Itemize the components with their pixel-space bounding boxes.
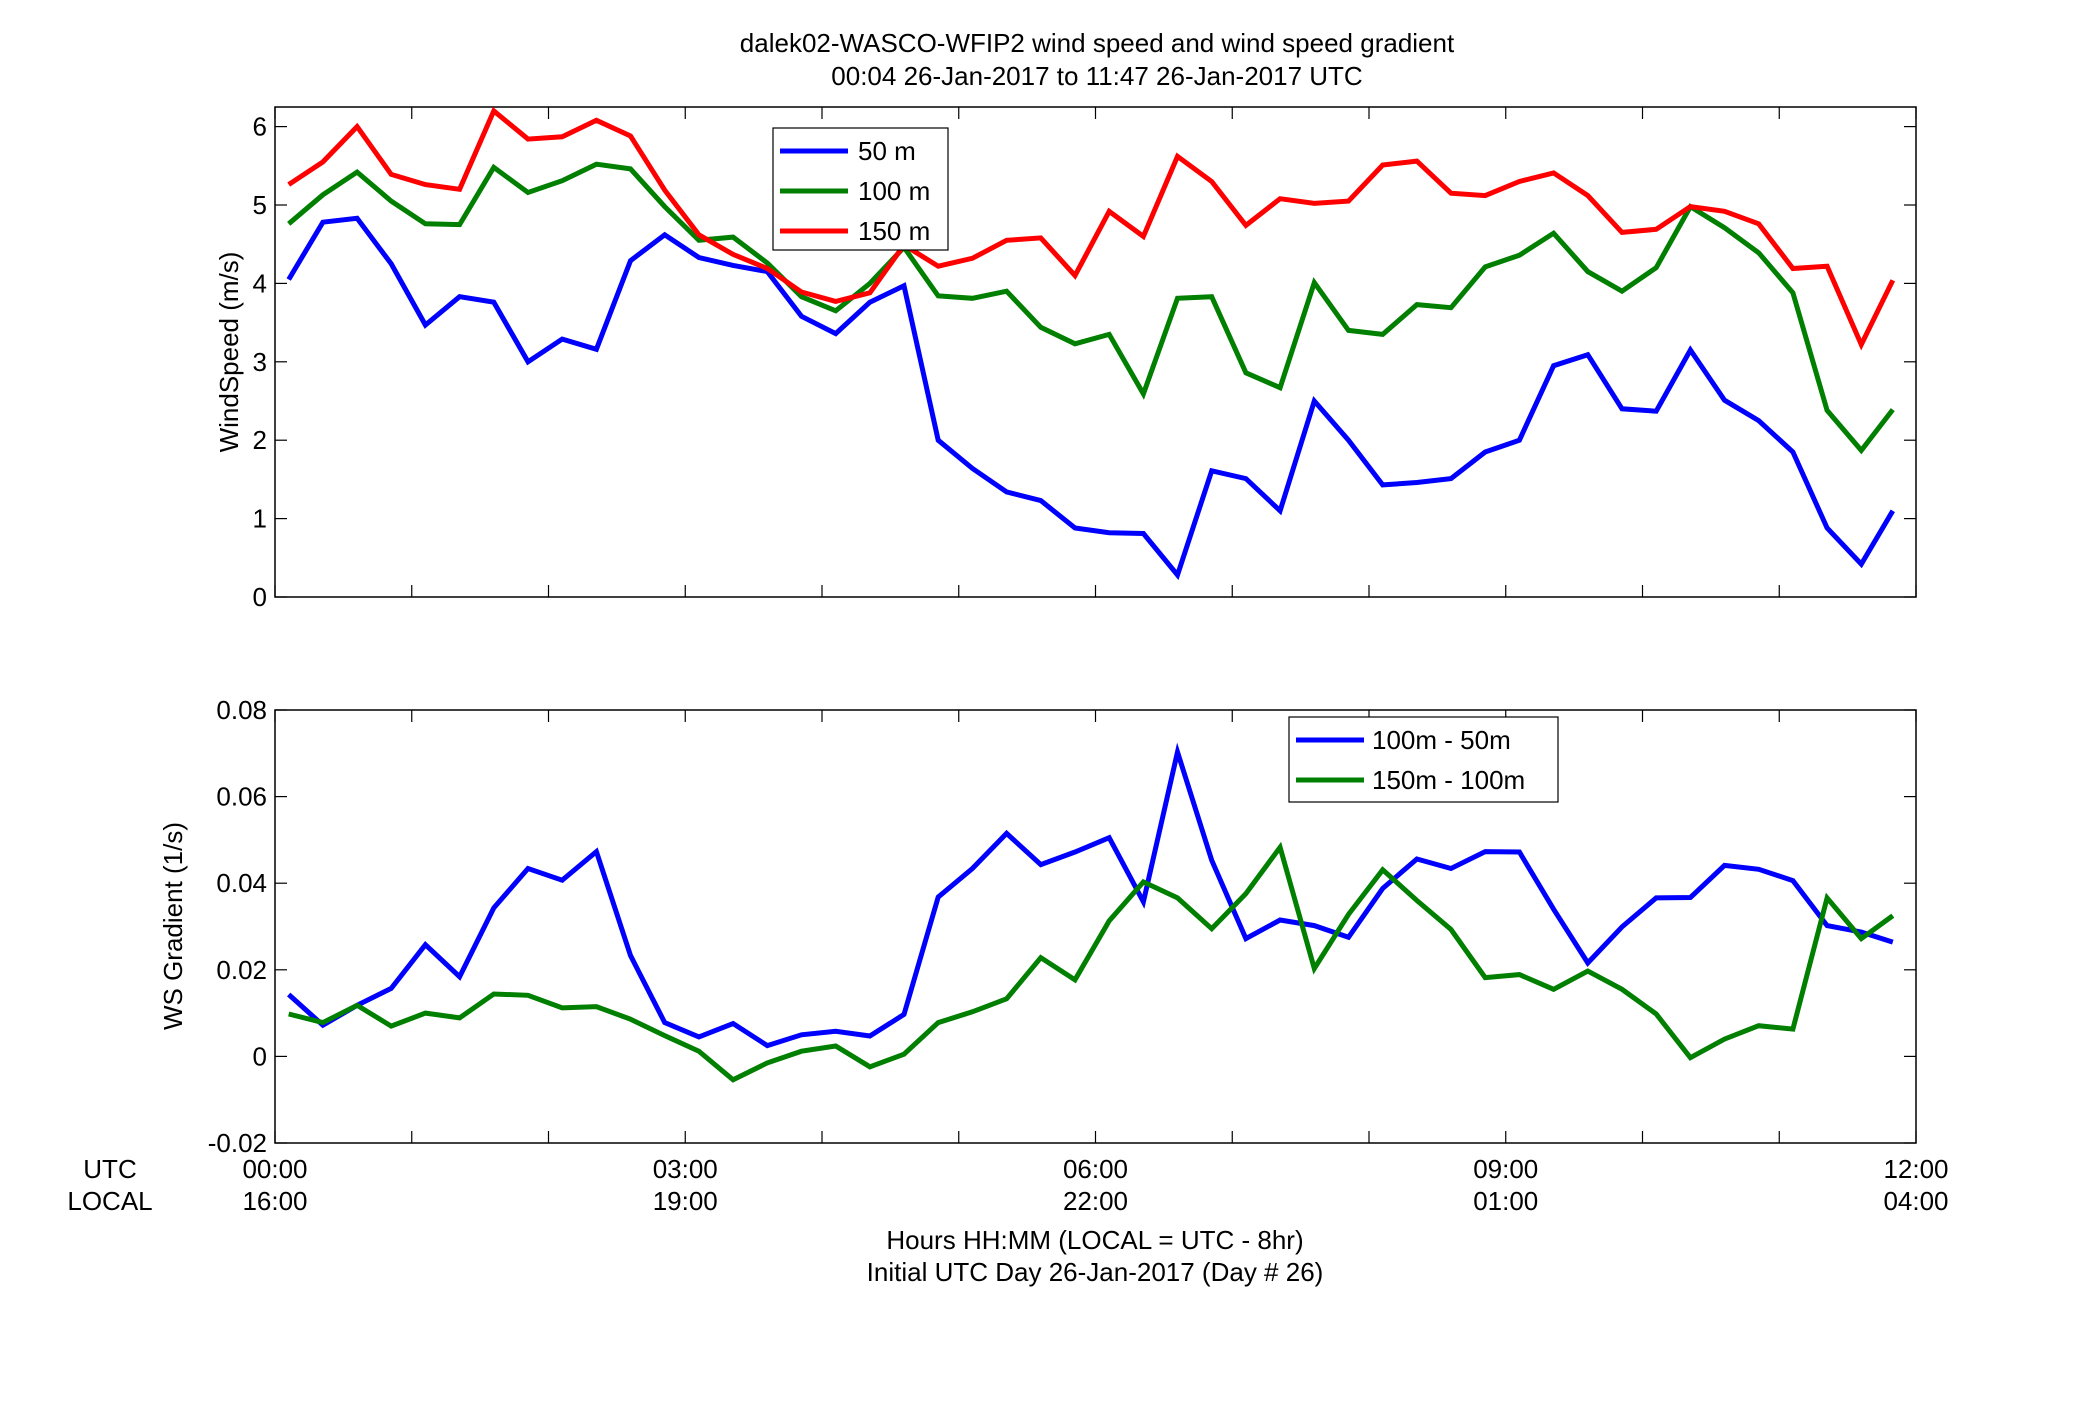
x-axis-label-line2: Initial UTC Day 26-Jan-2017 (Day # 26) <box>867 1257 1324 1287</box>
series-line-100m-50m <box>287 742 1894 1049</box>
ws-gradient-legend: 100m - 50m 150m - 100m <box>1288 716 1559 803</box>
x-tick-label-local: 16:00 <box>242 1186 307 1216</box>
x-axis-label-line1: Hours HH:MM (LOCAL = UTC - 8hr) <box>886 1225 1303 1255</box>
wind-speed-y-tick-label: 6 <box>253 112 267 142</box>
x-tick-label-utc: 06:00 <box>1063 1154 1128 1184</box>
ws-gradient-y-tick-label: 0 <box>253 1041 267 1071</box>
chart-title-line2: 00:04 26-Jan-2017 to 11:47 26-Jan-2017 U… <box>831 61 1362 91</box>
wind-speed-y-tick-label: 5 <box>253 190 267 220</box>
legend-label-100m: 100 m <box>858 176 930 206</box>
ws-gradient-series <box>287 742 1895 1083</box>
wind-speed-ylabel: WindSpeed (m/s) <box>214 252 244 453</box>
legend-label-100m-50m: 100m - 50m <box>1372 725 1511 755</box>
wind-speed-plot-area <box>274 106 1917 598</box>
wind-speed-axes: 0 1 2 3 4 5 6 <box>253 107 1917 612</box>
legend-label-150m: 150 m <box>858 216 930 246</box>
local-row-label: LOCAL <box>67 1186 152 1216</box>
x-tick-label-utc: 12:00 <box>1883 1154 1948 1184</box>
ws-gradient-y-tick-label: 0.08 <box>216 695 267 725</box>
wind-speed-y-tick-label: 2 <box>253 425 267 455</box>
x-tick-label-utc: 03:00 <box>653 1154 718 1184</box>
wind-speed-y-tick-label: 4 <box>253 268 267 298</box>
utc-row-label: UTC <box>83 1154 136 1184</box>
ws-gradient-y-tick-label: 0.02 <box>216 955 267 985</box>
series-line-150-m <box>287 106 1896 351</box>
x-tick-label-local: 22:00 <box>1063 1186 1128 1216</box>
x-tick-label-local: 01:00 <box>1473 1186 1538 1216</box>
ws-gradient-y-tick-label: 0.04 <box>216 868 267 898</box>
wind-speed-y-tick-label: 1 <box>253 504 267 534</box>
chart-title-line1: dalek02-WASCO-WFIP2 wind speed and wind … <box>740 28 1455 58</box>
wind-speed-y-tick-label: 0 <box>253 582 267 612</box>
ws-gradient-legend-box <box>1288 716 1559 803</box>
ws-gradient-axes: -0.02 0 0.02 0.04 0.06 0.08 <box>208 695 1917 1158</box>
series-line-100-m <box>287 161 1895 455</box>
x-tick-label-local: 04:00 <box>1883 1186 1948 1216</box>
x-tick-label-utc: 00:00 <box>242 1154 307 1184</box>
wind-speed-series <box>286 106 1896 581</box>
x-tick-label-utc: 09:00 <box>1473 1154 1538 1184</box>
wind-speed-panel: 0 1 2 3 4 5 6 WindSpeed (m/s) 50 m 100 m 150 m <box>214 106 1917 612</box>
ws-gradient-panel: -0.02 0 0.02 0.04 0.06 0.08 WS Gradient (1/s)… <box>158 695 1917 1158</box>
legend-label-50m: 50 m <box>858 136 916 166</box>
legend-label-150m-100m: 150m - 100m <box>1372 765 1525 795</box>
wind-speed-y-tick-label: 3 <box>253 347 267 377</box>
x-tick-label-local: 19:00 <box>653 1186 718 1216</box>
ws-gradient-y-tick-label: 0.06 <box>216 782 267 812</box>
wind-speed-legend: 50 m 100 m 150 m <box>772 127 949 251</box>
ws-gradient-y-tick-label: -0.02 <box>208 1128 267 1158</box>
series-line-150m-100m <box>288 841 1895 1083</box>
series-line-50-m <box>286 215 1895 581</box>
ws-gradient-ylabel: WS Gradient (1/s) <box>158 822 188 1030</box>
ws-gradient-plot-area <box>274 709 1917 1144</box>
